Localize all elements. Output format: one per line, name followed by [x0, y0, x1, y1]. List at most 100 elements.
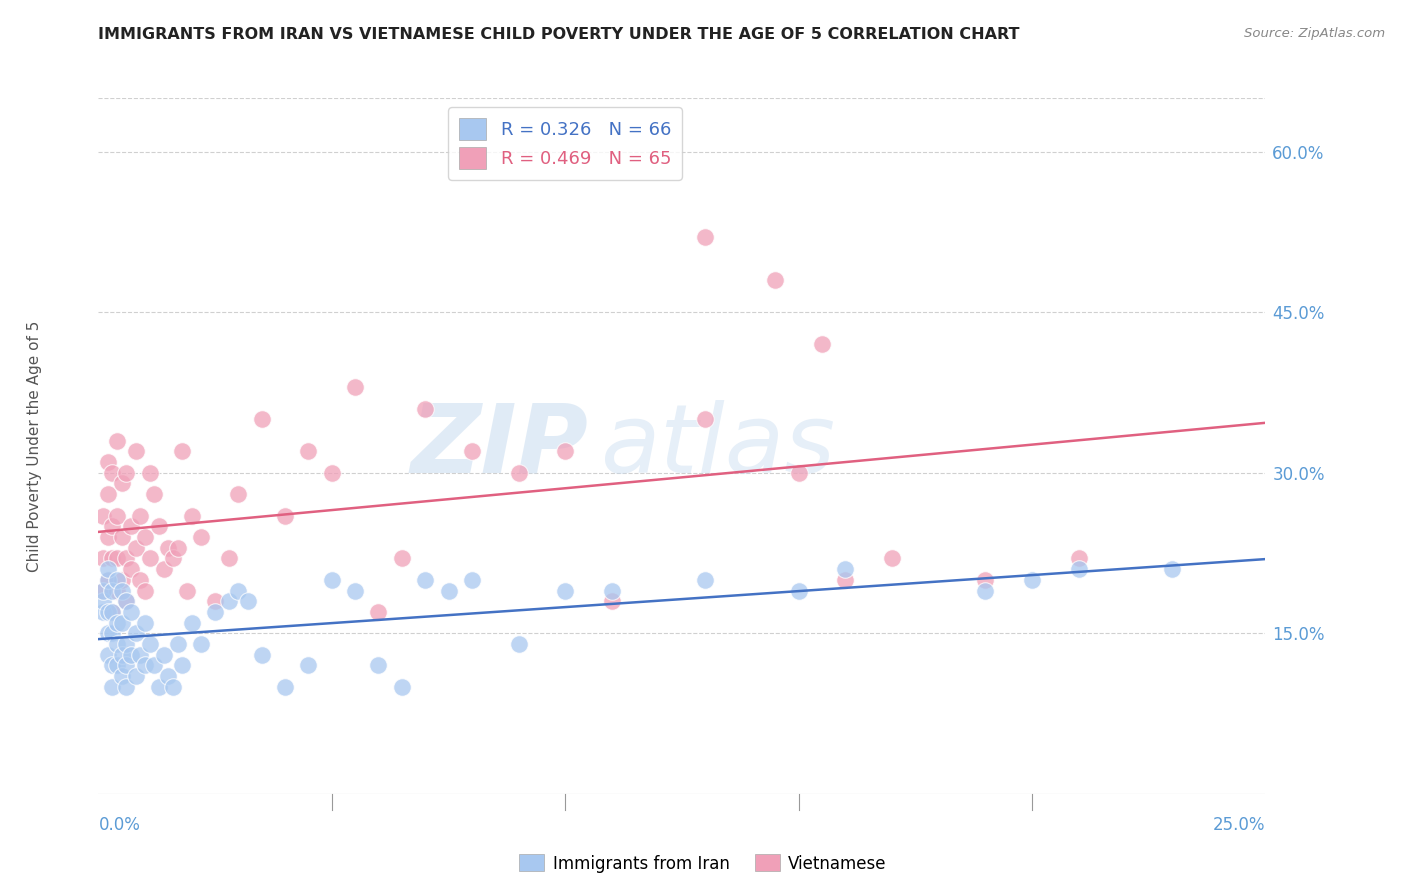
Text: Child Poverty Under the Age of 5: Child Poverty Under the Age of 5 [27, 320, 42, 572]
Point [111, 573, 134, 587]
Legend: R = 0.326   N = 66, R = 0.469   N = 65: R = 0.326 N = 66, R = 0.469 N = 65 [449, 107, 682, 180]
Point [97, 626, 120, 640]
Point [172, 444, 194, 458]
Point [101, 680, 124, 694]
Point [105, 583, 128, 598]
Text: 0.0%: 0.0% [98, 816, 141, 834]
Point [115, 594, 138, 608]
Point [97, 605, 120, 619]
Point [115, 594, 138, 608]
Point [228, 583, 250, 598]
Point [554, 444, 576, 458]
Point [297, 658, 319, 673]
Point [115, 637, 138, 651]
Point [125, 669, 148, 683]
Point [148, 519, 170, 533]
Legend: Immigrants from Iran, Vietnamese: Immigrants from Iran, Vietnamese [513, 847, 893, 880]
Point [787, 583, 810, 598]
Point [297, 444, 319, 458]
Point [139, 637, 162, 651]
Point [413, 573, 436, 587]
Point [1021, 573, 1043, 587]
Point [166, 637, 188, 651]
Point [101, 658, 124, 673]
Point [172, 658, 194, 673]
Point [101, 605, 124, 619]
Point [97, 455, 120, 469]
Point [218, 551, 240, 566]
Text: Source: ZipAtlas.com: Source: ZipAtlas.com [1244, 27, 1385, 40]
Point [152, 648, 174, 662]
Point [120, 562, 142, 576]
Point [91, 583, 114, 598]
Point [695, 230, 717, 244]
Point [367, 658, 389, 673]
Point [508, 637, 530, 651]
Point [97, 573, 120, 587]
Point [111, 530, 134, 544]
Point [101, 519, 124, 533]
Point [143, 658, 166, 673]
Point [391, 680, 413, 694]
Point [115, 551, 138, 566]
Point [787, 466, 810, 480]
Point [129, 508, 152, 523]
Point [413, 401, 436, 416]
Point [97, 562, 120, 576]
Point [834, 573, 856, 587]
Point [695, 573, 717, 587]
Point [97, 487, 120, 501]
Point [97, 648, 120, 662]
Point [101, 605, 124, 619]
Point [97, 573, 120, 587]
Point [139, 551, 162, 566]
Text: 25.0%: 25.0% [1213, 816, 1265, 834]
Point [157, 669, 180, 683]
Point [344, 380, 367, 394]
Point [162, 680, 184, 694]
Point [1067, 551, 1090, 566]
Point [461, 444, 484, 458]
Point [125, 444, 148, 458]
Point [105, 573, 128, 587]
Point [250, 648, 273, 662]
Point [120, 648, 142, 662]
Point [111, 583, 134, 598]
Point [162, 551, 184, 566]
Point [105, 551, 128, 566]
Point [111, 476, 134, 491]
Point [91, 594, 114, 608]
Point [695, 412, 717, 426]
Point [218, 594, 240, 608]
Point [148, 680, 170, 694]
Point [204, 594, 226, 608]
Point [437, 583, 460, 598]
Point [367, 605, 389, 619]
Point [180, 615, 202, 630]
Point [228, 487, 250, 501]
Point [811, 337, 834, 351]
Point [1067, 562, 1090, 576]
Point [105, 637, 128, 651]
Point [120, 605, 142, 619]
Point [125, 541, 148, 555]
Point [134, 530, 156, 544]
Point [236, 594, 259, 608]
Point [105, 658, 128, 673]
Point [152, 562, 174, 576]
Point [111, 615, 134, 630]
Point [554, 583, 576, 598]
Point [134, 583, 156, 598]
Point [105, 615, 128, 630]
Point [129, 648, 152, 662]
Point [111, 648, 134, 662]
Point [134, 615, 156, 630]
Point [974, 573, 997, 587]
Point [111, 669, 134, 683]
Point [134, 658, 156, 673]
Point [129, 573, 152, 587]
Point [180, 508, 202, 523]
Point [763, 273, 786, 287]
Point [600, 583, 623, 598]
Text: ZIP: ZIP [411, 400, 589, 492]
